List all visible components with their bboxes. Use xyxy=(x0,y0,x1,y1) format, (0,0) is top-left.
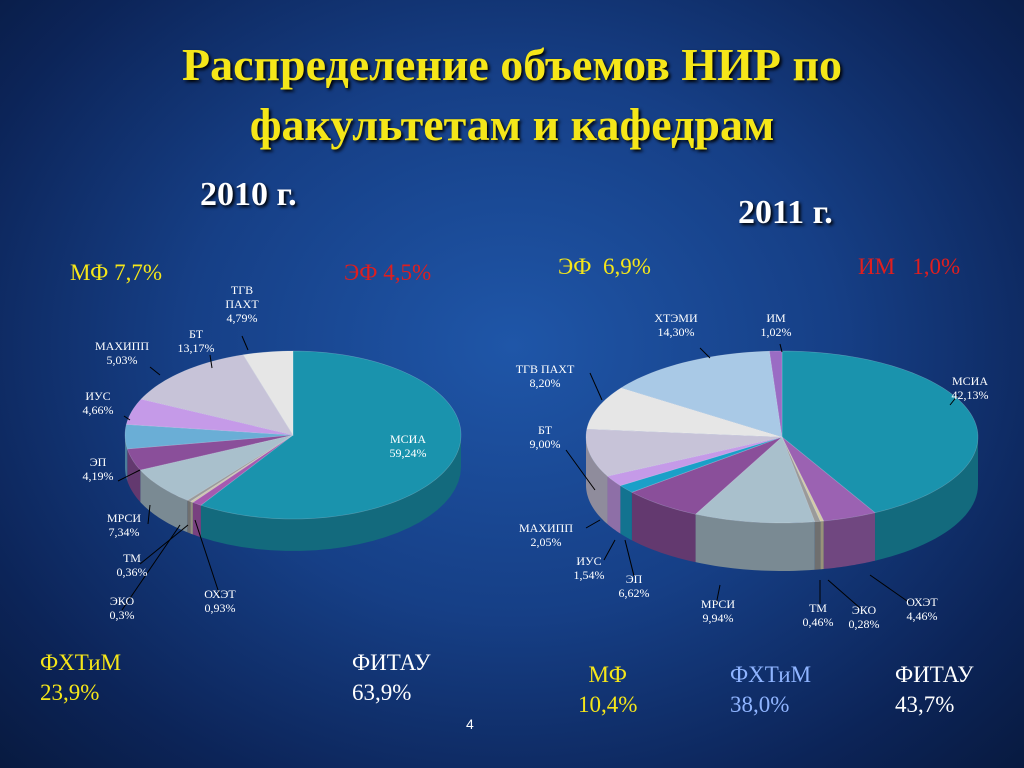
leader-line-1-4 xyxy=(715,584,721,606)
pie-side-0-1 xyxy=(192,502,201,538)
slice-label-1-5: ЭП 6,62% xyxy=(619,572,650,600)
pie-side-1-1 xyxy=(823,512,876,570)
leader-line-1-5 xyxy=(624,539,635,577)
leader-line-1-2 xyxy=(827,579,861,609)
leader-line-1-0 xyxy=(949,394,959,406)
leader-line-0-5 xyxy=(117,469,141,482)
page-title: Распределение объемов НИР по факультетам… xyxy=(0,35,1024,155)
pie-chart-1: МСИА 42,13% ОХЭТ 4,46% ЭКО 0,28% ТМ 0,46% МРСИ 9,… xyxy=(516,311,989,631)
pie-side-1-6 xyxy=(620,485,632,541)
slice-label-1-6: ИУС 1,54% xyxy=(574,554,605,582)
slice-label-0-3: ТМ 0,36% xyxy=(117,551,148,579)
pie-slice-0-ЭП xyxy=(126,434,294,471)
chart-2010-title: 2010 г. xyxy=(200,176,297,213)
leader-line-1-9 xyxy=(589,372,603,401)
pie-side-0-2 xyxy=(190,501,193,535)
leader-line-0-7 xyxy=(149,366,161,376)
group-label-im-2011: ИМ 1,0% xyxy=(858,254,961,279)
page-number: 4 xyxy=(466,716,474,732)
pie-slice-1-МРСИ xyxy=(694,436,816,524)
leader-line-1-6 xyxy=(603,539,616,561)
leader-line-1-7 xyxy=(585,519,601,529)
pie-side-1-5 xyxy=(631,492,696,563)
leader-line-0-6 xyxy=(123,415,131,421)
leader-line-1-11 xyxy=(779,343,783,353)
slice-label-0-6: ИУС 4,66% xyxy=(83,389,114,417)
slice-label-1-8: БТ 9,00% xyxy=(530,423,561,451)
slice-label-0-7: МАХИПП 5,03% xyxy=(95,339,149,367)
slice-label-0-1: ОХЭТ 0,93% xyxy=(204,587,236,615)
pie-slice-0-ИУС xyxy=(124,424,294,450)
leader-line-0-3 xyxy=(139,524,189,565)
pie-side-1-4 xyxy=(695,514,815,571)
slice-label-1-11: ИМ 1,02% xyxy=(761,311,792,339)
slice-label-1-3: ТМ 0,46% xyxy=(803,601,834,629)
pie-slice-0-МАХИПП xyxy=(125,398,294,436)
pie-side-1-0 xyxy=(875,437,978,561)
slice-label-0-9: ТГВ ПАХТ 4,79% xyxy=(225,283,259,325)
pie-side-1-8 xyxy=(586,437,608,525)
pie-slice-0-МРСИ xyxy=(139,434,294,501)
group-label-ef-2010: ЭФ 4,5% xyxy=(344,260,432,285)
pie-side-0-4 xyxy=(140,469,188,533)
pie-side-1-7 xyxy=(607,476,621,534)
leader-line-1-1 xyxy=(869,574,911,604)
slice-label-0-0: МСИА 59,24% xyxy=(390,432,427,460)
leader-line-0-4 xyxy=(147,504,151,525)
pie-slice-0-МСИА xyxy=(200,350,462,520)
slice-label-1-4: МРСИ 9,94% xyxy=(701,597,735,625)
pie-slice-1-ЭП xyxy=(631,436,783,515)
pie-slice-0-ТГВ ПАХТ xyxy=(242,350,294,437)
chart-2011-title: 2011 г. xyxy=(738,194,833,231)
leader-line-1-8 xyxy=(565,449,596,491)
pie-side-1-3 xyxy=(814,521,821,570)
slice-label-1-0: МСИА 42,13% xyxy=(952,374,989,402)
slice-label-0-2: ЭКО 0,3% xyxy=(110,594,135,622)
pie-side-0-3 xyxy=(187,500,191,534)
pie-side-1-2 xyxy=(820,521,824,570)
pie-side-0-6 xyxy=(125,435,128,481)
slice-label-1-2: ЭКО 0,28% xyxy=(849,603,880,631)
title-line-1: Распределение объемов НИР по xyxy=(182,39,842,90)
pie-side-0-5 xyxy=(127,448,141,502)
group-label-fhtim-2010: ФХТиМ 23,9% xyxy=(40,650,122,705)
group-label-fitau-2011: ФИТАУ 43,7% xyxy=(895,662,974,717)
slice-label-1-10: ХТЭМИ 14,30% xyxy=(654,311,698,339)
pie-side-0-0 xyxy=(200,435,461,551)
slice-label-0-8: БТ 13,17% xyxy=(178,327,215,355)
group-label-ef-2011: ЭФ 6,9% xyxy=(558,254,651,279)
slice-label-1-1: ОХЭТ 4,46% xyxy=(906,595,938,623)
leader-line-1-10 xyxy=(699,347,711,359)
group-label-mf-2010: МФ 7,7% xyxy=(70,260,162,285)
group-label-fitau-2010: ФИТАУ 63,9% xyxy=(352,650,431,705)
pie-slice-1-ОХЭТ xyxy=(781,436,876,522)
slice-label-1-7: МАХИПП 2,05% xyxy=(519,521,573,549)
slice-label-1-9: ТГВ ПАХТ 8,20% xyxy=(516,362,575,390)
group-label-fhtim-2011: ФХТиМ 38,0% xyxy=(730,662,812,717)
leader-line-0-8 xyxy=(209,354,213,369)
pie-slice-0-БТ xyxy=(140,354,294,436)
pie-slice-1-ХТЭМИ xyxy=(620,350,783,438)
pie-slice-1-ТГВ ПАХТ xyxy=(586,387,783,438)
title-line-2: факультетам и кафедрам xyxy=(249,99,775,150)
leader-line-0-9 xyxy=(241,335,249,351)
slice-label-0-5: ЭП 4,19% xyxy=(83,455,114,483)
pie-chart-0: МСИА 59,24% ОХЭТ 0,93% ЭКО 0,3% ТМ 0,36% МРСИ 7,3… xyxy=(83,283,462,622)
leader-line-0-1 xyxy=(194,519,221,597)
pie-slice-1-МСИА xyxy=(781,350,979,514)
slice-label-0-4: МРСИ 7,34% xyxy=(107,511,141,539)
pie-slice-1-БТ xyxy=(585,428,783,477)
group-label-mf-2011: МФ 10,4% xyxy=(578,662,638,717)
